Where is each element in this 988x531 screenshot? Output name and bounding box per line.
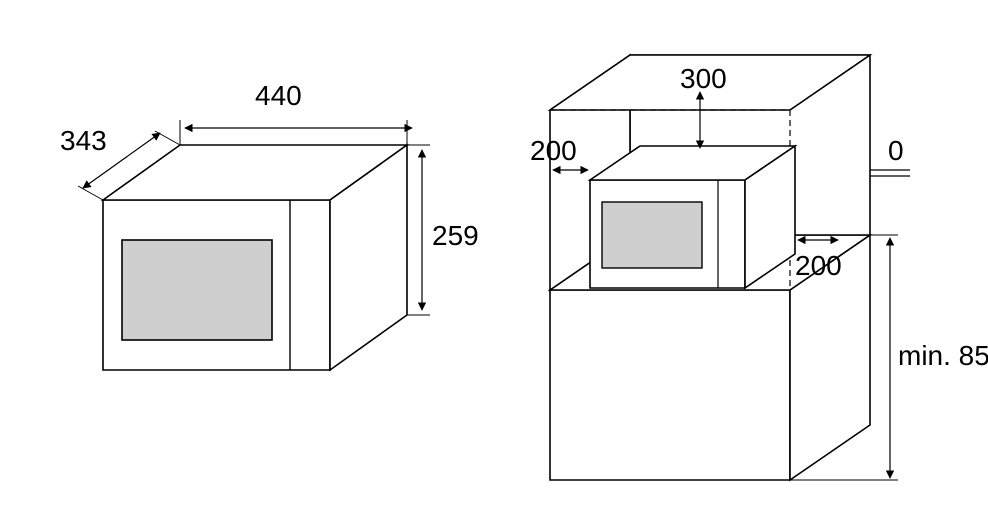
dim-top: 300 <box>680 63 727 94</box>
dim-width: 440 <box>255 80 302 111</box>
microwave-inside <box>590 146 795 288</box>
dim-floor: min. 850 <box>898 340 988 371</box>
microwave-isometric: 343 440 259 <box>60 80 479 370</box>
dim-right: 200 <box>795 250 842 281</box>
dim-left: 200 <box>530 135 577 166</box>
dim-depth: 343 <box>60 125 107 156</box>
cupboard-front <box>550 290 790 480</box>
dim-back: 0 <box>888 135 904 166</box>
dim-height: 259 <box>432 220 479 251</box>
dimension-diagram: 343 440 259 300 200 200 <box>0 0 988 531</box>
enclosure-isometric: 300 200 200 0 min. 850 <box>530 55 988 480</box>
microwave-door <box>122 240 272 340</box>
